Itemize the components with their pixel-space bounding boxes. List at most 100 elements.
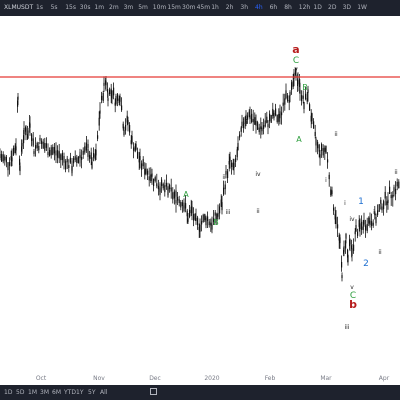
candle-body	[89, 155, 91, 159]
candle-body	[107, 98, 109, 101]
candle-body	[398, 181, 400, 189]
candle-body	[99, 110, 101, 114]
range-5y[interactable]: 5Y	[88, 389, 96, 396]
candle-body	[138, 159, 140, 163]
timeframe-5s[interactable]: 5s	[50, 4, 58, 11]
candle-body	[167, 187, 169, 196]
timeframe-8h[interactable]: 8h	[284, 4, 292, 11]
timeframe-12h[interactable]: 12h	[298, 4, 311, 11]
candle-body	[95, 149, 97, 156]
candle-body	[19, 165, 21, 172]
candle-body	[202, 214, 204, 222]
candle-body	[309, 104, 311, 111]
candle-body	[66, 158, 68, 163]
candle-body	[317, 141, 319, 149]
candle-body	[378, 204, 380, 212]
candle-body	[232, 162, 234, 170]
timeframe-1m[interactable]: 1m	[94, 4, 105, 11]
candle-body	[311, 113, 313, 121]
candle-body	[33, 151, 35, 154]
timeframe-2h[interactable]: 2h	[225, 4, 234, 11]
candle-body	[13, 147, 15, 155]
candle-body	[314, 131, 316, 137]
candle-body	[82, 150, 84, 155]
timeframe-5m[interactable]: 5m	[138, 4, 148, 11]
candle-body	[201, 221, 203, 225]
candle-body	[32, 138, 34, 146]
range-all[interactable]: All	[100, 389, 108, 396]
candle-body	[50, 147, 52, 155]
candle-body	[270, 114, 272, 123]
candle-body	[84, 146, 86, 153]
candle-body	[150, 174, 152, 182]
candle-body	[269, 113, 271, 122]
candle-body	[135, 144, 137, 150]
timeframe-30s[interactable]: 30s	[79, 4, 91, 11]
candle-body	[41, 140, 43, 145]
candle-body	[354, 231, 356, 235]
wave-label-15: 1	[358, 197, 364, 207]
candle-body	[302, 95, 304, 99]
candle-body	[387, 199, 389, 204]
range-3m[interactable]: 3M	[40, 389, 49, 396]
candle-body	[237, 143, 239, 151]
timeframe-10m[interactable]: 10m	[152, 4, 167, 11]
timeframe-3D[interactable]: 3D	[342, 4, 352, 11]
timeframe-3m[interactable]: 3m	[123, 4, 134, 11]
range-1d[interactable]: 1D	[4, 389, 13, 396]
timeframe-1D[interactable]: 1D	[313, 4, 322, 11]
timeframe-1h[interactable]: 1h	[211, 4, 219, 11]
wave-label-16: iv	[349, 216, 355, 223]
range-6m[interactable]: 6M	[52, 389, 61, 396]
candle-body	[141, 163, 143, 170]
timeframe-6h[interactable]: 6h	[269, 4, 278, 11]
timeframe-45m[interactable]: 45m	[196, 4, 211, 11]
candle-body	[2, 154, 4, 162]
candle-body	[14, 145, 16, 154]
candle-body	[172, 192, 174, 200]
range-ytd[interactable]: YTD	[64, 389, 76, 396]
candle-body	[281, 112, 283, 116]
candle-body	[27, 130, 29, 139]
candle-body	[244, 117, 246, 123]
candle-body	[61, 152, 63, 160]
candle-body	[369, 220, 371, 225]
candle-body	[383, 201, 385, 210]
timeframe-1W[interactable]: 1W	[357, 4, 367, 11]
range-1m[interactable]: 1M	[28, 389, 37, 396]
candle-body	[23, 127, 25, 135]
candle-body	[156, 183, 158, 187]
candle-body	[239, 134, 241, 138]
candle-body	[105, 81, 107, 86]
candle-body	[63, 156, 65, 163]
range-5d[interactable]: 5D	[16, 389, 25, 396]
candle-body	[74, 156, 76, 160]
candle-body	[60, 154, 62, 161]
candle-body	[110, 88, 112, 97]
timeframe-30m[interactable]: 30m	[182, 4, 196, 11]
candle-body	[68, 165, 70, 168]
candle-body	[186, 210, 188, 217]
candle-body	[240, 127, 242, 132]
candle-body	[193, 213, 195, 221]
timeframe-3h[interactable]: 3h	[240, 4, 249, 11]
candle-body	[76, 157, 78, 163]
candle-body	[90, 152, 92, 160]
candle-body	[365, 225, 367, 231]
candle-body	[337, 224, 339, 229]
timeframe-2D[interactable]: 2D	[328, 4, 337, 11]
calendar-icon[interactable]	[150, 388, 157, 395]
candle-body	[252, 118, 254, 123]
timeframe-2m[interactable]: 2m	[109, 4, 119, 11]
timeframe-15m[interactable]: 15m	[167, 4, 181, 11]
symbol-label[interactable]: XLMUSDT	[4, 4, 34, 11]
x-tick-label: Nov	[93, 375, 105, 382]
candle-body	[65, 161, 67, 170]
timeframe-15s[interactable]: 15s	[65, 4, 76, 11]
timeframe-4h[interactable]: 4h	[255, 4, 263, 11]
timeframe-1s[interactable]: 1s	[36, 4, 43, 11]
candle-body	[386, 201, 388, 206]
candle-body	[219, 206, 221, 214]
range-1y[interactable]: 1Y	[76, 389, 84, 396]
